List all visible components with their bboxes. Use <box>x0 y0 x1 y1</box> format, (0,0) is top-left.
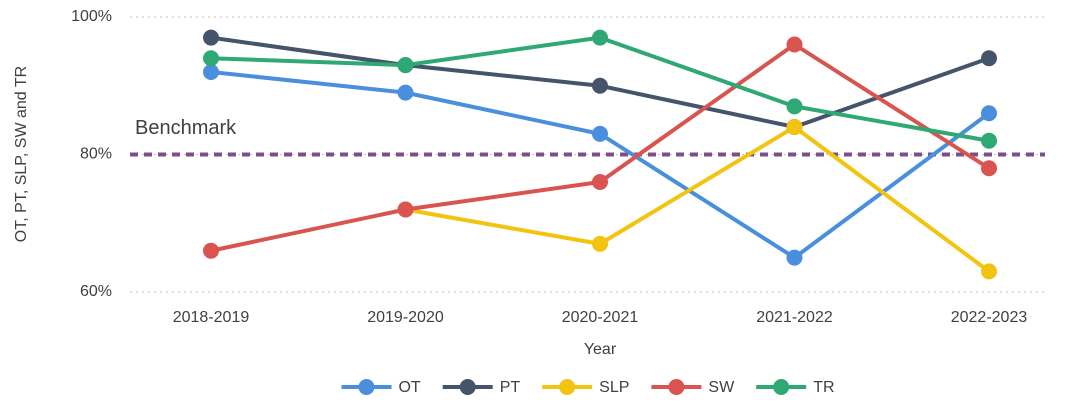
y-axis-label: OT, PT, SLP, SW and TR <box>13 66 30 242</box>
legend-label: OT <box>398 379 420 396</box>
y-tick-label: 60% <box>80 283 112 300</box>
x-tick-label: 2018-2019 <box>173 309 250 326</box>
y-tick-label: 80% <box>80 146 112 163</box>
data-point <box>981 105 997 122</box>
data-point <box>592 77 608 94</box>
legend-marker <box>668 379 685 395</box>
data-point <box>203 50 219 67</box>
data-point <box>786 36 803 53</box>
data-point <box>203 64 219 80</box>
data-point <box>981 132 997 149</box>
data-point <box>592 235 608 252</box>
data-point <box>786 98 803 115</box>
data-point <box>397 201 414 218</box>
data-point <box>592 29 608 46</box>
legend-label: SW <box>708 379 735 396</box>
y-tick-label: 100% <box>71 8 112 25</box>
x-tick-label: 2020-2021 <box>562 309 639 326</box>
legend-label: TR <box>813 379 834 396</box>
data-point <box>203 29 219 46</box>
data-point <box>592 125 608 142</box>
x-tick-label: 2021-2022 <box>756 309 833 326</box>
data-point <box>786 249 803 266</box>
x-tick-label: 2022-2023 <box>951 309 1028 326</box>
data-point <box>981 263 997 280</box>
legend-label: PT <box>500 379 521 396</box>
data-point <box>592 174 608 190</box>
data-point <box>397 84 414 101</box>
legend-marker <box>459 379 476 395</box>
legend-marker <box>773 379 790 395</box>
series-line <box>210 42 991 253</box>
data-point <box>981 160 997 177</box>
legend-marker <box>358 379 375 395</box>
data-point <box>203 242 219 259</box>
legend: OT PT SLP SW TR <box>341 379 835 396</box>
data-point <box>786 119 803 135</box>
legend-label: SLP <box>599 379 629 396</box>
series-line <box>405 125 991 273</box>
data-point <box>981 50 997 67</box>
legend-marker <box>559 379 576 395</box>
data-point <box>397 57 414 74</box>
benchmark-label: Benchmark <box>135 117 237 139</box>
x-axis-label: Year <box>584 341 617 358</box>
x-tick-label: 2019-2020 <box>367 309 444 326</box>
